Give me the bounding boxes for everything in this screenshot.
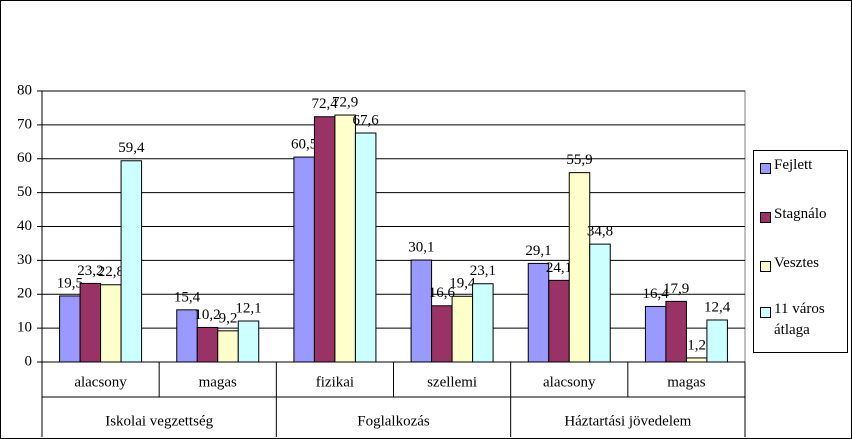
bar <box>217 330 239 363</box>
bar <box>472 283 494 363</box>
bar <box>334 114 356 363</box>
bar <box>354 132 377 363</box>
y-tick-label: 20 <box>17 286 32 302</box>
legend-swatch <box>760 261 771 272</box>
y-tick-label: 40 <box>17 218 32 234</box>
group-label: Foglalkozás <box>357 413 430 429</box>
legend-label: Stagnálo <box>774 206 827 222</box>
data-label: 1,2 <box>687 337 706 353</box>
data-label: 72,9 <box>332 94 358 110</box>
data-label: 12,1 <box>235 300 261 316</box>
x-tick-label: fizikai <box>316 374 354 390</box>
legend-item: Fejlett <box>760 157 844 176</box>
group-label: Iskolai vegzettség <box>105 413 213 429</box>
bar <box>196 326 219 363</box>
bar <box>548 279 570 363</box>
data-label: 9,2 <box>219 310 238 326</box>
data-label: 67,6 <box>353 112 380 128</box>
bar <box>100 284 122 363</box>
y-tick-label: 80 <box>17 82 32 98</box>
bar <box>79 282 102 363</box>
bar <box>685 357 708 363</box>
legend-item: Stagnálo <box>760 206 844 225</box>
legend-swatch <box>760 212 771 223</box>
x-tick-label: magas <box>199 374 237 390</box>
x-tick-label: alacsony <box>74 374 127 390</box>
data-label: 59,4 <box>118 140 145 156</box>
bar <box>410 259 433 363</box>
data-label: 19,5 <box>57 275 83 291</box>
bar <box>293 156 315 363</box>
bar <box>644 305 667 363</box>
x-tick-label: szellemi <box>427 374 477 390</box>
legend-item: 11 város átlaga <box>760 301 844 341</box>
legend-item: Vesztes <box>760 255 844 274</box>
data-label: 16,4 <box>643 286 670 302</box>
data-label: 12,4 <box>704 299 731 315</box>
data-label: 23,2 <box>77 263 103 279</box>
legend-label: Vesztes <box>774 255 819 271</box>
data-label: 23,1 <box>470 263 496 279</box>
data-label: 55,9 <box>566 152 592 168</box>
bar <box>313 116 336 363</box>
bar <box>431 305 453 363</box>
bar <box>589 243 611 363</box>
data-label: 60,5 <box>291 136 317 152</box>
y-tick-label: 50 <box>17 184 32 200</box>
data-label: 19,4 <box>449 276 476 292</box>
y-tick-label: 10 <box>17 320 32 336</box>
bar <box>59 295 81 363</box>
y-tick-label: 60 <box>17 150 32 166</box>
data-label: 24,1 <box>546 260 572 276</box>
bar <box>451 295 474 363</box>
data-label: 16,6 <box>429 285 456 301</box>
group-label: Háztartási jövedelem <box>564 413 691 429</box>
data-label: 22,8 <box>98 264 124 280</box>
x-tick-label: alacsony <box>543 374 596 390</box>
y-tick-label: 0 <box>25 353 33 369</box>
bar <box>237 320 260 363</box>
bar <box>527 262 550 363</box>
data-label: 29,1 <box>525 243 551 259</box>
legend-swatch <box>760 163 771 174</box>
bar <box>120 160 143 363</box>
bar <box>568 172 591 363</box>
data-label: 15,4 <box>174 289 201 305</box>
data-label: 34,8 <box>587 224 613 240</box>
x-tick-label: magas <box>667 374 705 390</box>
data-label: 72,4 <box>312 96 339 112</box>
data-label: 30,1 <box>408 239 434 255</box>
data-label: 17,9 <box>663 281 689 297</box>
legend-swatch <box>760 307 771 318</box>
y-tick-label: 70 <box>17 116 32 132</box>
bar <box>665 300 687 363</box>
legend: Fejlett Stagnálo Vesztes 11 város átlaga <box>753 150 848 353</box>
legend-label: 11 város átlaga <box>774 301 825 338</box>
legend-label: Fejlett <box>774 157 813 173</box>
data-label: 10,2 <box>194 307 220 323</box>
bar <box>706 319 728 363</box>
y-tick-label: 30 <box>17 252 32 268</box>
